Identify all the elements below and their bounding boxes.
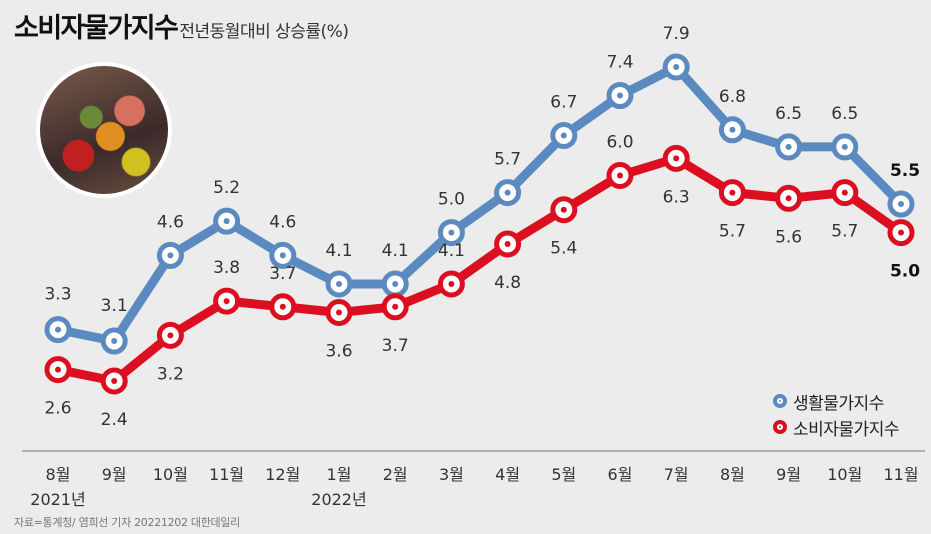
- data-point-dot: [167, 252, 174, 259]
- x-tick-label: 11월: [209, 465, 244, 484]
- x-tick-label: 9월: [102, 465, 127, 484]
- data-label: 4.6: [269, 212, 296, 232]
- x-tick-label: 11월: [883, 465, 918, 484]
- chart-title: 소비자물가지수 전년동월대비 상승률(%): [14, 6, 349, 45]
- data-point-dot: [729, 189, 736, 196]
- x-tick-label: 10월: [153, 465, 188, 484]
- title-subtitle: 전년동월대비 상승률(%): [179, 22, 349, 42]
- x-tick-label: 2월: [383, 465, 408, 484]
- x-tick-label: 5월: [551, 465, 576, 484]
- data-label: 5.7: [831, 222, 858, 242]
- title-main: 소비자물가지수: [14, 13, 179, 44]
- data-label: 6.0: [606, 132, 633, 152]
- data-label: 4.1: [382, 241, 409, 261]
- data-label: 5.7: [494, 150, 521, 170]
- legend-label: 생활물가지수: [793, 393, 884, 414]
- data-point-dot: [392, 303, 399, 310]
- data-point-dot: [560, 132, 567, 139]
- data-label: 3.8: [213, 258, 240, 278]
- series-line: [53, 153, 906, 386]
- grocery-food-photo: [36, 62, 172, 198]
- data-point-dot: [111, 378, 118, 384]
- x-tick-label: 3월: [439, 465, 464, 484]
- data-label: 5.5: [890, 161, 920, 181]
- data-point-dot: [223, 298, 230, 305]
- data-label: 5.4: [550, 239, 577, 259]
- data-point-dot: [55, 326, 61, 333]
- data-label: 6.8: [719, 87, 746, 107]
- data-label: 2.6: [44, 399, 71, 419]
- data-point-dot: [448, 280, 455, 287]
- x-tick-label: 8월: [46, 465, 71, 484]
- data-label: 4.8: [494, 273, 521, 293]
- data-point-dot: [617, 172, 623, 179]
- legend-item-living: 생활물가지수: [773, 388, 899, 414]
- data-point-dot: [392, 280, 399, 287]
- data-label: 7.4: [606, 53, 633, 73]
- data-label: 5.6: [775, 227, 802, 247]
- data-label: 7.9: [663, 24, 690, 44]
- x-tick-label: 12월: [265, 465, 300, 484]
- data-point-dot: [223, 218, 230, 225]
- series-line: [53, 62, 906, 346]
- data-label: 5.0: [438, 190, 465, 210]
- data-label: 3.7: [269, 264, 296, 284]
- x-tick-label: 10월: [827, 465, 862, 484]
- data-point-dot: [841, 143, 848, 150]
- data-label: 5.2: [213, 178, 240, 198]
- data-point-dot: [336, 280, 342, 287]
- data-label: 5.7: [719, 222, 746, 242]
- data-label: 5.0: [890, 262, 920, 282]
- data-label: 4.1: [325, 241, 352, 261]
- legend-label: 소비자물가지수: [793, 419, 899, 440]
- data-label: 6.3: [663, 187, 690, 207]
- data-label: 3.3: [44, 285, 71, 305]
- x-tick-label: 7월: [664, 465, 689, 484]
- data-point-dot: [785, 195, 792, 202]
- legend-item-consumer: 소비자물가지수: [773, 414, 899, 440]
- data-point-dot: [785, 143, 792, 150]
- x-tick-label: 8월: [720, 465, 745, 484]
- data-label: 4.6: [157, 212, 184, 232]
- data-label: 3.7: [382, 336, 409, 356]
- legend: 생활물가지수 소비자물가지수: [773, 388, 899, 440]
- data-point-dot: [898, 201, 904, 208]
- data-point-dot: [673, 155, 680, 162]
- data-label: 6.5: [775, 104, 802, 124]
- x-tick-label: 1월: [327, 465, 352, 484]
- data-label: 3.1: [101, 296, 128, 316]
- data-label: 6.5: [831, 104, 858, 124]
- data-point-dot: [560, 206, 567, 213]
- data-label: 3.2: [157, 364, 184, 384]
- x-year-label: 2021년: [30, 490, 85, 509]
- x-tick-label: 9월: [776, 465, 801, 484]
- data-point-dot: [841, 189, 848, 196]
- data-point-dot: [448, 229, 455, 236]
- data-point-dot: [729, 126, 736, 133]
- data-point-dot: [617, 92, 623, 99]
- data-point-dot: [673, 64, 680, 70]
- data-point-dot: [55, 366, 61, 373]
- data-label: 3.6: [325, 341, 352, 361]
- source-credit: 자료=통계청/ 염희선 기자 20221202 대한데일리: [14, 516, 240, 529]
- data-label: 4.1: [438, 241, 465, 261]
- data-point-dot: [279, 303, 286, 310]
- data-point-dot: [167, 332, 174, 339]
- legend-marker-blue: [773, 394, 787, 408]
- legend-marker-red: [773, 420, 787, 434]
- data-point-dot: [898, 229, 904, 236]
- data-point-dot: [336, 309, 342, 316]
- data-point-dot: [504, 189, 511, 196]
- data-point-dot: [279, 252, 286, 259]
- x-tick-label: 4월: [495, 465, 520, 484]
- x-year-label: 2022년: [311, 490, 366, 509]
- data-point-dot: [504, 240, 511, 247]
- data-label: 2.4: [101, 410, 128, 430]
- data-point-dot: [111, 338, 118, 345]
- data-label: 6.7: [550, 93, 577, 113]
- x-tick-label: 6월: [608, 465, 633, 484]
